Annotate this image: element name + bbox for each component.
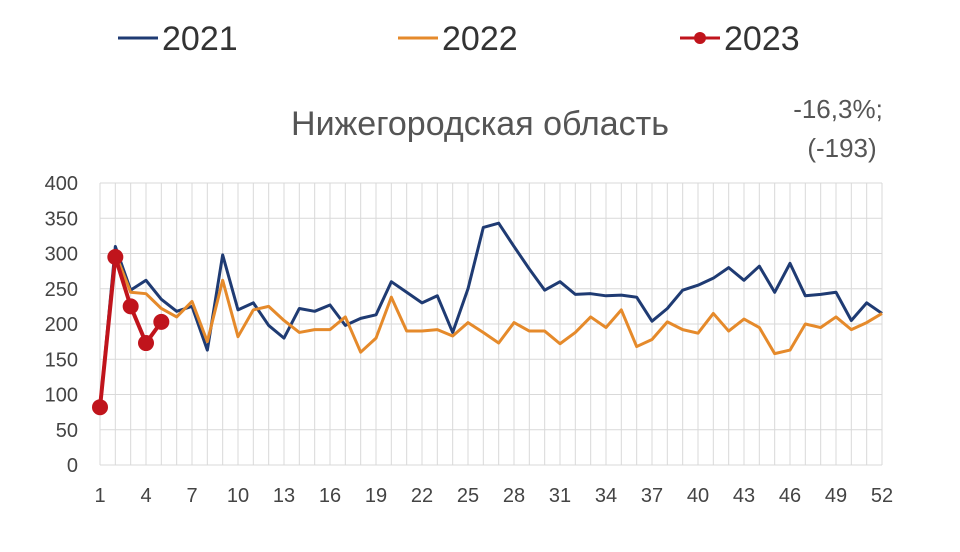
x-tick-label: 13 — [273, 485, 295, 507]
x-tick-label: 1 — [94, 485, 105, 507]
legend: 2021 2022 2023 — [118, 20, 800, 58]
data-point-2023 — [153, 313, 170, 330]
x-tick-label: 28 — [503, 485, 525, 507]
y-tick-label: 400 — [45, 173, 78, 195]
legend-label: 2022 — [442, 20, 518, 58]
chart-title: Нижегородская область — [291, 105, 669, 143]
x-tick-label: 46 — [779, 485, 801, 507]
x-tick-label: 43 — [733, 485, 755, 507]
legend-item-2021: 2021 — [118, 20, 238, 58]
x-tick-label: 37 — [641, 485, 663, 507]
gridlines — [99, 182, 883, 466]
chart-annotation-absolute: (-193) — [807, 133, 876, 163]
x-tick-label: 10 — [227, 485, 249, 507]
y-tick-label: 100 — [45, 385, 78, 407]
y-tick-label: 200 — [45, 314, 78, 336]
x-tick-label: 4 — [140, 485, 151, 507]
series-2021 — [98, 221, 883, 409]
y-tick-label: 0 — [67, 455, 78, 477]
x-tick-label: 22 — [411, 485, 433, 507]
x-tick-label: 52 — [871, 485, 893, 507]
x-tick-label: 16 — [319, 485, 341, 507]
y-tick-label: 50 — [56, 420, 78, 442]
y-tick-label: 150 — [45, 349, 78, 371]
x-tick-label: 31 — [549, 485, 571, 507]
series-2023 — [92, 249, 170, 416]
y-axis-ticks: 0 50 100 150 200 250 300 350 400 — [45, 173, 78, 477]
chart-annotation-percent: -16,3%; — [793, 94, 883, 124]
y-tick-label: 300 — [45, 244, 78, 266]
series-layer — [92, 221, 883, 416]
series-2022 — [98, 252, 883, 406]
x-tick-label: 25 — [457, 485, 479, 507]
series-line-2021 — [98, 221, 883, 409]
data-point-2023 — [107, 249, 124, 266]
x-tick-label: 19 — [365, 485, 387, 507]
x-tick-label: 34 — [595, 485, 617, 507]
x-axis-ticks: 1 4 7 10 13 16 19 22 25 28 31 34 37 40 43 46 49 52 — [94, 485, 893, 507]
x-tick-label: 7 — [186, 485, 197, 507]
legend-marker — [694, 32, 706, 44]
series-line-2022 — [98, 252, 883, 406]
legend-label: 2023 — [724, 20, 800, 58]
data-point-2023 — [122, 298, 139, 315]
legend-item-2023: 2023 — [680, 20, 800, 58]
data-point-2023 — [92, 399, 108, 416]
x-tick-label: 40 — [687, 485, 709, 507]
y-tick-label: 350 — [45, 208, 78, 230]
data-point-2023 — [138, 335, 154, 352]
legend-item-2022: 2022 — [398, 20, 518, 58]
y-tick-label: 250 — [45, 279, 78, 301]
x-tick-label: 49 — [825, 485, 847, 507]
legend-label: 2021 — [162, 20, 238, 58]
